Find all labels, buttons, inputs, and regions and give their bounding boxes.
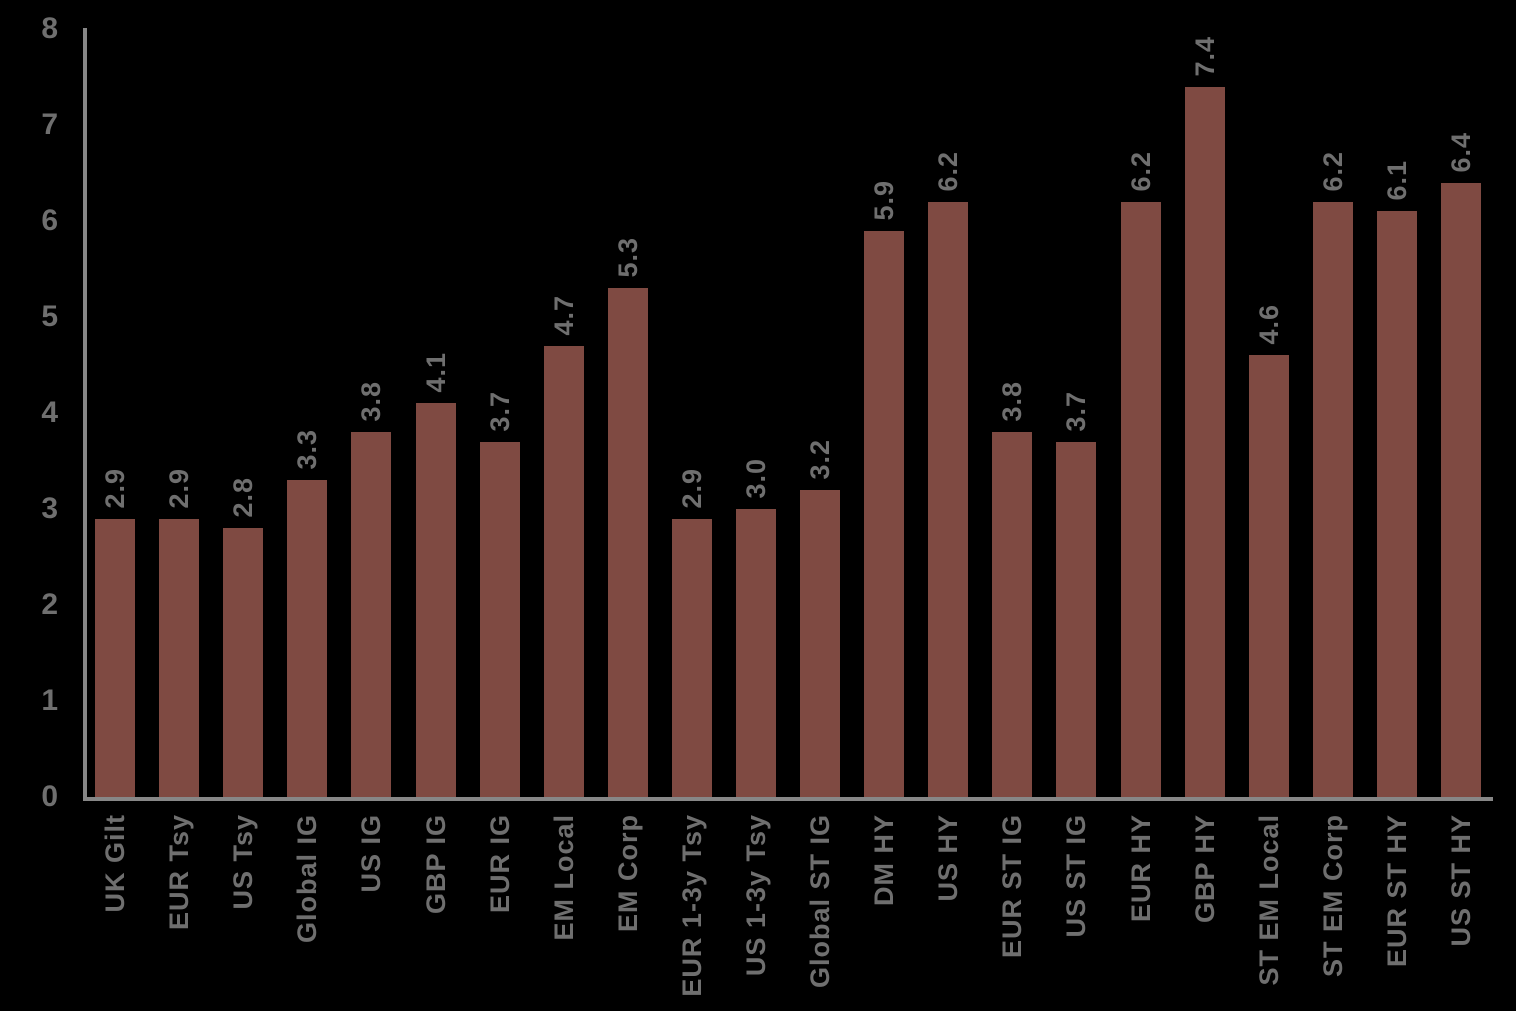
bar: [223, 528, 263, 797]
x-axis-label: US 1-3y Tsy: [740, 814, 771, 977]
x-axis-label: GBP HY: [1189, 814, 1220, 924]
bar: [736, 509, 776, 797]
bar-value-label: 5.9: [869, 180, 900, 221]
x-axis-label: ST EM Corp: [1317, 814, 1348, 977]
bar: [480, 442, 520, 797]
x-axis-label: GBP IG: [420, 814, 451, 915]
x-axis-line: [83, 797, 1493, 801]
bar-value-label: 6.4: [1445, 132, 1476, 173]
x-axis-label: DM HY: [869, 814, 900, 906]
y-axis-line: [83, 28, 87, 801]
bar-value-label: 6.2: [1317, 151, 1348, 192]
bar-value-label: 4.1: [420, 352, 451, 393]
x-axis-label: EUR 1-3y Tsy: [676, 814, 707, 997]
bar-value-label: 3.7: [1061, 391, 1092, 432]
bar: [1185, 87, 1225, 797]
bar-value-label: 4.6: [1253, 304, 1284, 345]
bar: [1056, 442, 1096, 797]
bar-value-label: 2.9: [676, 468, 707, 509]
bar-value-label: 4.7: [548, 295, 579, 336]
bar-value-label: 2.8: [228, 477, 259, 518]
x-axis-label: EM Corp: [612, 814, 643, 932]
x-axis-label: Global ST IG: [805, 814, 836, 989]
y-axis-tick-label: 6: [41, 204, 58, 237]
bar-value-label: 6.1: [1381, 160, 1412, 201]
y-axis-tick-label: 4: [41, 396, 58, 429]
bar: [416, 403, 456, 797]
x-axis-label: US ST HY: [1445, 814, 1476, 947]
bar-value-label: 2.9: [100, 468, 131, 509]
x-axis-label: EM Local: [548, 814, 579, 941]
bar-value-label: 2.9: [164, 468, 195, 509]
bar: [672, 519, 712, 797]
x-axis-label: EUR ST HY: [1381, 814, 1412, 968]
bar: [1377, 211, 1417, 797]
bar: [608, 288, 648, 797]
x-axis-label: EUR ST IG: [997, 814, 1028, 959]
bar-value-label: 6.2: [1125, 151, 1156, 192]
bar: [1121, 202, 1161, 797]
bar: [992, 432, 1032, 797]
bar-value-label: 7.4: [1189, 36, 1220, 77]
x-axis-label: EUR HY: [1125, 814, 1156, 923]
bar: [800, 490, 840, 797]
bar: [95, 519, 135, 797]
bar-value-label: 3.0: [740, 458, 771, 499]
bar: [544, 346, 584, 797]
bar-value-label: 5.3: [612, 237, 643, 278]
y-axis-tick-label: 5: [41, 300, 58, 333]
x-axis-label: ST EM Local: [1253, 814, 1284, 986]
x-axis-label: EUR Tsy: [164, 814, 195, 931]
x-axis-label: Global IG: [292, 814, 323, 944]
y-axis-tick-label: 8: [41, 12, 58, 45]
bar: [928, 202, 968, 797]
bar: [159, 519, 199, 797]
bar: [287, 480, 327, 797]
bar-value-label: 3.3: [292, 429, 323, 470]
x-axis-label: US Tsy: [228, 814, 259, 910]
bar-value-label: 3.8: [356, 381, 387, 422]
bar: [864, 231, 904, 797]
y-axis-tick-label: 0: [41, 780, 58, 813]
bar-value-label: 3.8: [997, 381, 1028, 422]
bar-value-label: 3.2: [805, 439, 836, 480]
x-axis-label: US ST IG: [1061, 814, 1092, 938]
x-axis-label: US IG: [356, 814, 387, 893]
y-axis-tick-label: 2: [41, 588, 58, 621]
x-axis-label: EUR IG: [484, 814, 515, 914]
bar: [1313, 202, 1353, 797]
y-axis-tick-label: 1: [41, 684, 58, 717]
y-axis-tick-label: 7: [41, 108, 58, 141]
bar: [1441, 183, 1481, 797]
x-axis-label: US HY: [933, 814, 964, 902]
bar-value-label: 6.2: [933, 151, 964, 192]
bar: [1249, 355, 1289, 797]
x-axis-label: UK Gilt: [100, 814, 131, 913]
y-axis-tick-label: 3: [41, 492, 58, 525]
bar-value-label: 3.7: [484, 391, 515, 432]
bar: [351, 432, 391, 797]
